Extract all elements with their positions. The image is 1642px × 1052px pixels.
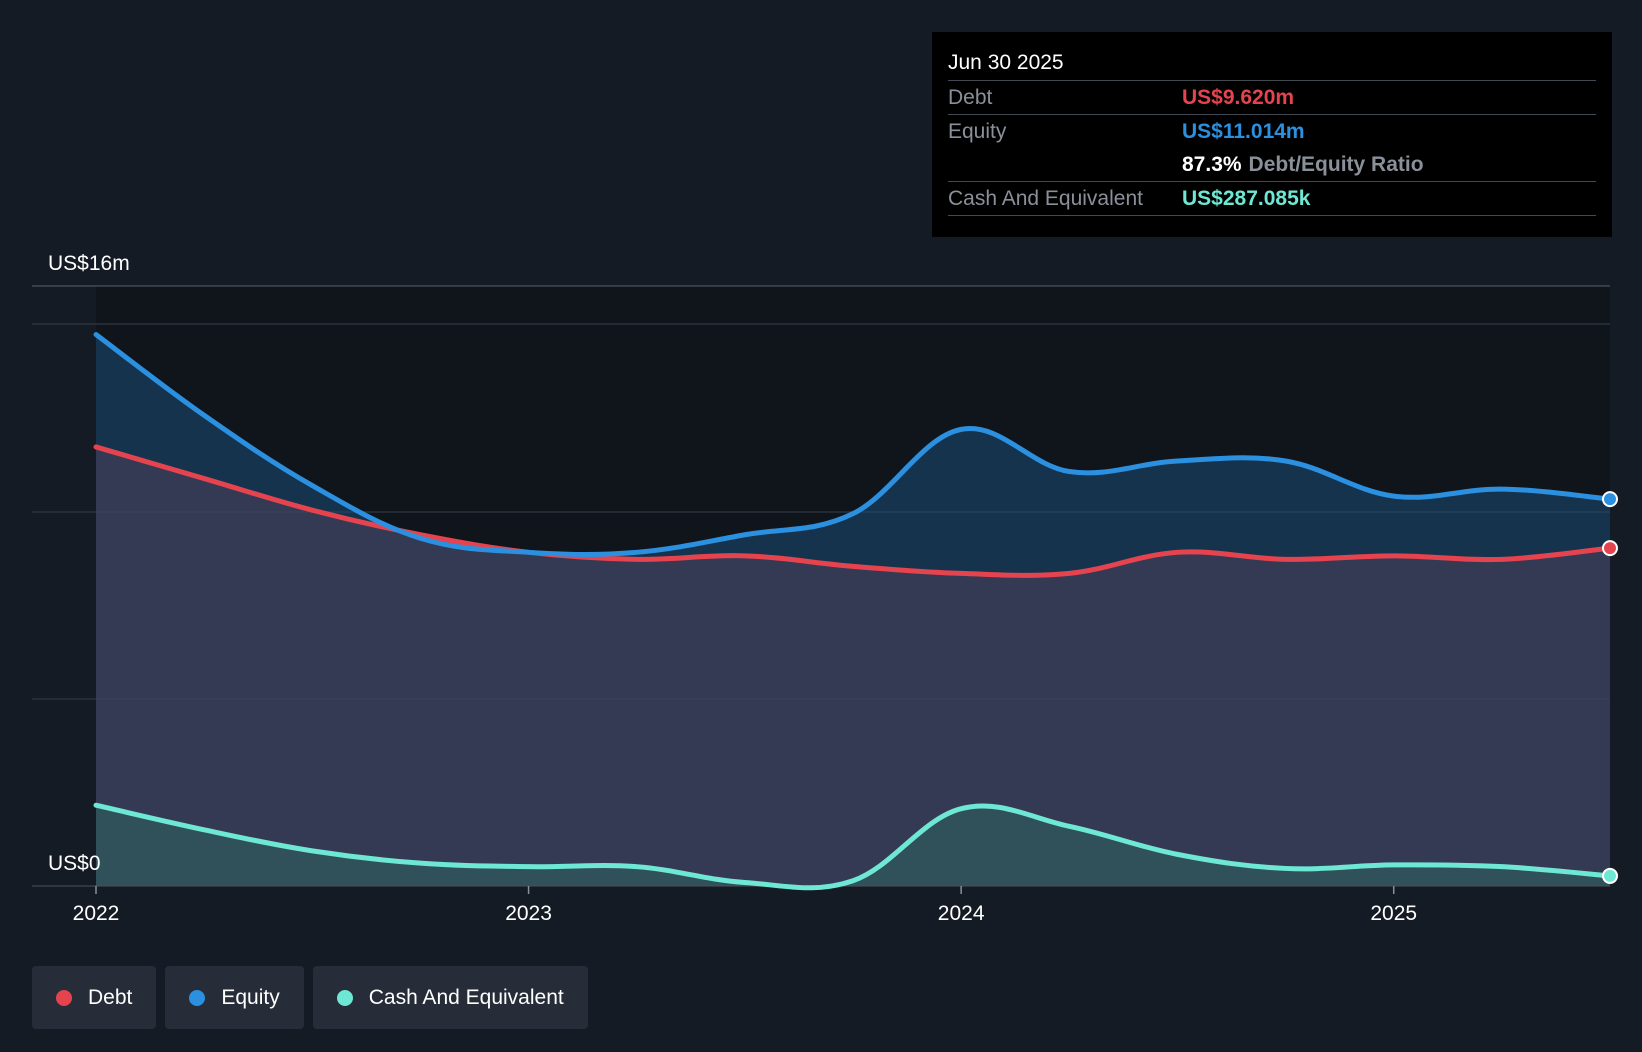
debt-line bbox=[93, 444, 1613, 578]
x-tick-label-2022: 2022 bbox=[73, 902, 120, 925]
legend-label-cash: Cash And Equivalent bbox=[368, 985, 564, 1009]
legend-label-debt: Debt bbox=[88, 985, 133, 1009]
tooltip-debt-value: US$9.620m bbox=[1182, 85, 1295, 109]
legend-item-equity[interactable]: Equity bbox=[165, 966, 304, 1029]
tooltip-equity-value: US$11.014m bbox=[1182, 119, 1305, 143]
equity-end-marker bbox=[1602, 491, 1618, 508]
y-label-bottom: US$0 bbox=[48, 852, 101, 875]
legend-dot-debt bbox=[56, 989, 72, 1006]
tooltip-equity-label: Equity bbox=[948, 119, 1007, 143]
tooltip-panel: Jun 30 2025 Debt US$9.620m Equity US$11.… bbox=[932, 32, 1612, 237]
tooltip-row-debt: Debt US$9.620m bbox=[948, 80, 1596, 114]
tooltip-row-ratio: 87.3% Debt/Equity Ratio bbox=[948, 148, 1596, 181]
tooltip-cash-value: US$287.085k bbox=[1182, 186, 1311, 210]
legend-label-equity: Equity bbox=[221, 985, 280, 1009]
tooltip-debt-label: Debt bbox=[948, 85, 993, 109]
tooltip-ratio-value: 87.3% bbox=[1182, 152, 1242, 176]
tooltip-row-cash: Cash And Equivalent US$287.085k bbox=[948, 181, 1596, 216]
legend-item-cash[interactable]: Cash And Equivalent bbox=[312, 966, 588, 1029]
x-tick-label-2024: 2024 bbox=[938, 902, 985, 925]
legend-dot-cash bbox=[336, 989, 353, 1006]
legend-item-debt[interactable]: Debt bbox=[32, 966, 157, 1029]
cash-end-marker bbox=[1602, 867, 1618, 884]
x-tick-label-2023: 2023 bbox=[505, 902, 552, 925]
legend: Debt Equity Cash And Equivalent bbox=[32, 966, 588, 1029]
tooltip-cash-label: Cash And Equivalent bbox=[948, 186, 1143, 210]
x-tick-label-2025: 2025 bbox=[1370, 902, 1417, 925]
debt-end-marker bbox=[1602, 540, 1618, 557]
equity-line bbox=[93, 332, 1613, 557]
y-label-top: US$16m bbox=[48, 252, 130, 275]
x-axis: 2022 2023 2024 2025 bbox=[73, 886, 1417, 925]
tooltip-date: Jun 30 2025 bbox=[948, 51, 1064, 74]
cash-line bbox=[93, 802, 1613, 891]
tooltip-row-equity: Equity US$11.014m bbox=[948, 114, 1596, 148]
tooltip-ratio-label: Debt/Equity Ratio bbox=[1248, 152, 1424, 176]
legend-dot-equity bbox=[189, 989, 206, 1006]
